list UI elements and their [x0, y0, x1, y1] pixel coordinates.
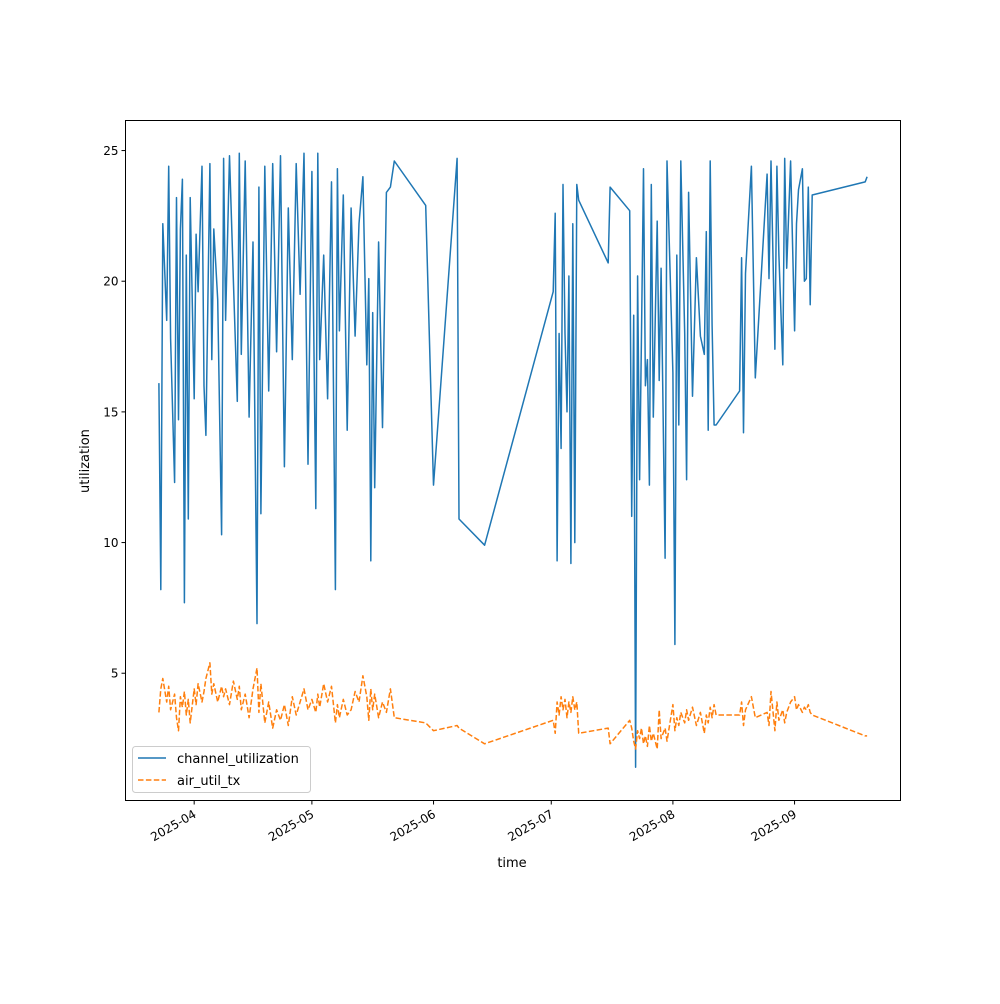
x-axis-label: time — [497, 856, 526, 871]
y-tick-label: 15 — [103, 405, 118, 419]
y-axis: 5 10 15 20 25 — [103, 144, 126, 681]
y-axis-label: utilization — [78, 429, 93, 493]
series-line-air-util-tx — [158, 662, 868, 750]
x-axis: 2025-04 2025-05 2025-06 2025-07 2025-08 2025-… — [148, 800, 799, 844]
series-line-channel-utilization — [158, 152, 868, 769]
axes-frame — [125, 120, 901, 801]
legend-label-air-util-tx: air_util_tx — [177, 774, 241, 789]
y-tick-label: 25 — [103, 144, 118, 158]
legend: channel_utilization air_util_tx — [132, 746, 311, 793]
x-tick-label: 2025-09 — [749, 807, 799, 844]
x-tick-label: 2025-05 — [266, 807, 316, 844]
y-tick-label: 5 — [111, 667, 119, 681]
x-tick-label: 2025-07 — [505, 807, 555, 844]
y-tick-label: 20 — [103, 275, 118, 289]
x-tick-label: 2025-08 — [627, 807, 677, 844]
y-tick-label: 10 — [103, 536, 118, 550]
legend-label-channel-utilization: channel_utilization — [177, 752, 299, 767]
plot-area — [158, 152, 868, 769]
x-tick-label: 2025-04 — [148, 807, 198, 844]
x-tick-label: 2025-06 — [388, 807, 438, 844]
legend-box — [132, 746, 311, 793]
